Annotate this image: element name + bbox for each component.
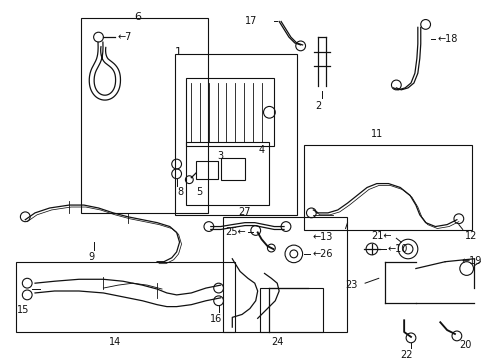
Text: 11: 11 (370, 129, 382, 139)
Text: 5: 5 (196, 188, 202, 198)
Text: 15: 15 (17, 305, 29, 315)
Text: ←26: ←26 (312, 249, 332, 259)
Text: ←18: ←18 (436, 34, 457, 44)
Bar (16, 262, 235, 332)
Text: 24: 24 (270, 337, 283, 347)
Text: 6: 6 (134, 12, 141, 22)
Text: 21←: 21← (370, 231, 391, 241)
Bar (81, 18, 207, 213)
Text: 16: 16 (209, 314, 222, 324)
Text: 9: 9 (88, 252, 95, 262)
Text: 4: 4 (258, 144, 264, 154)
Text: 25←: 25← (225, 228, 245, 237)
Bar (186, 141, 269, 205)
Bar (196, 161, 217, 179)
Text: 17: 17 (245, 17, 257, 27)
Text: ←7: ←7 (117, 32, 131, 42)
Bar (222, 217, 346, 332)
Bar (303, 144, 470, 230)
Text: ←13: ←13 (312, 233, 332, 242)
Text: 14: 14 (109, 337, 121, 347)
Text: 8: 8 (177, 188, 183, 198)
Text: ←10: ←10 (387, 244, 407, 254)
Text: 12: 12 (464, 231, 476, 242)
Text: 2: 2 (314, 100, 321, 111)
Text: 20: 20 (458, 340, 470, 350)
Bar (259, 288, 323, 332)
Bar (186, 78, 274, 147)
Text: 22: 22 (399, 350, 411, 360)
Bar (220, 158, 244, 180)
Text: 3: 3 (217, 151, 223, 161)
Text: 1: 1 (174, 47, 182, 57)
Bar (174, 54, 296, 215)
Text: 27: 27 (237, 207, 250, 217)
Text: 23: 23 (344, 280, 357, 290)
Text: ←19: ←19 (461, 256, 481, 266)
